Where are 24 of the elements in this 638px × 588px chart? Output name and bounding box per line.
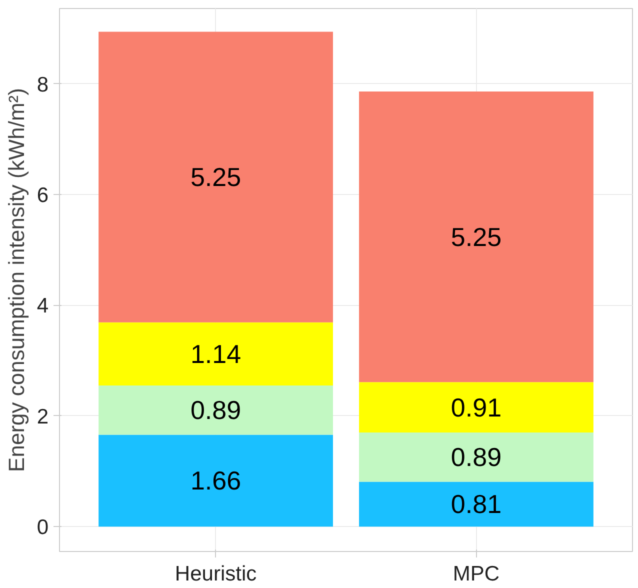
y-tick-label: 6 [36, 184, 49, 207]
data-label: 0.81 [450, 489, 502, 520]
bar [359, 432, 594, 482]
data-label: 0.89 [190, 395, 242, 426]
bar [359, 482, 594, 527]
y-tick-label: 0 [36, 516, 49, 540]
y-tick-label: 8 [36, 73, 49, 96]
data-label: 5.25 [450, 222, 502, 252]
y-tick-label: 4 [36, 294, 49, 318]
x-tick-label: MPC [452, 562, 500, 586]
x-tick-label: Heuristic [174, 562, 257, 586]
data-label: 1.14 [190, 338, 242, 369]
bar [98, 322, 333, 386]
data-label: 5.25 [190, 162, 242, 192]
y-axis-title: Energy consumption intensity (kWh/m²) [4, 88, 29, 472]
bar [359, 92, 594, 382]
data-label: 0.89 [450, 442, 502, 472]
data-label: 0.91 [450, 392, 502, 422]
bar [359, 382, 594, 432]
y-tick-label: 2 [36, 405, 49, 428]
bar [98, 434, 333, 527]
bar [98, 385, 333, 435]
data-label: 1.66 [190, 466, 242, 496]
bar [98, 32, 333, 322]
